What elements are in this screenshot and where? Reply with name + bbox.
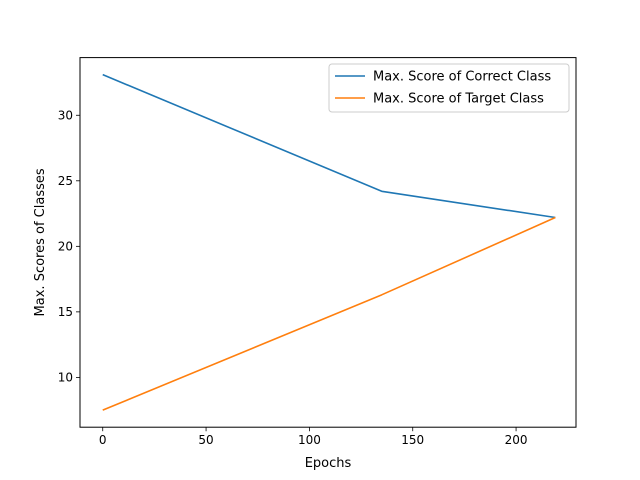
y-tick-label: 25	[58, 174, 73, 188]
plot-area-frame	[79, 57, 577, 428]
y-axis-label: Max. Scores of Classes	[33, 168, 48, 316]
x-tick-label: 50	[198, 433, 213, 447]
legend-label-target-class: Max. Score of Target Class	[373, 92, 544, 107]
y-tick-label: 10	[58, 371, 73, 385]
x-tick-label: 0	[99, 433, 107, 447]
y-axis-ticks: 10 15 20 25 30	[58, 109, 80, 385]
legend: Max. Score of Correct Class Max. Score o…	[328, 63, 570, 113]
series-line-0	[102, 73, 556, 219]
x-axis-label: Epochs	[305, 456, 352, 471]
series-line-1	[102, 216, 556, 411]
legend-box	[328, 63, 570, 113]
legend-label-correct-class: Max. Score of Correct Class	[373, 70, 551, 85]
x-tick-label: 200	[505, 433, 528, 447]
x-tick-label: 150	[401, 433, 424, 447]
x-axis-ticks: 0 50 100 150 200	[99, 427, 528, 447]
x-tick-label: 100	[298, 433, 321, 447]
y-tick-label: 30	[58, 109, 73, 123]
y-tick-label: 15	[58, 305, 73, 319]
y-tick-label: 20	[58, 240, 73, 254]
series-layer	[102, 73, 556, 411]
